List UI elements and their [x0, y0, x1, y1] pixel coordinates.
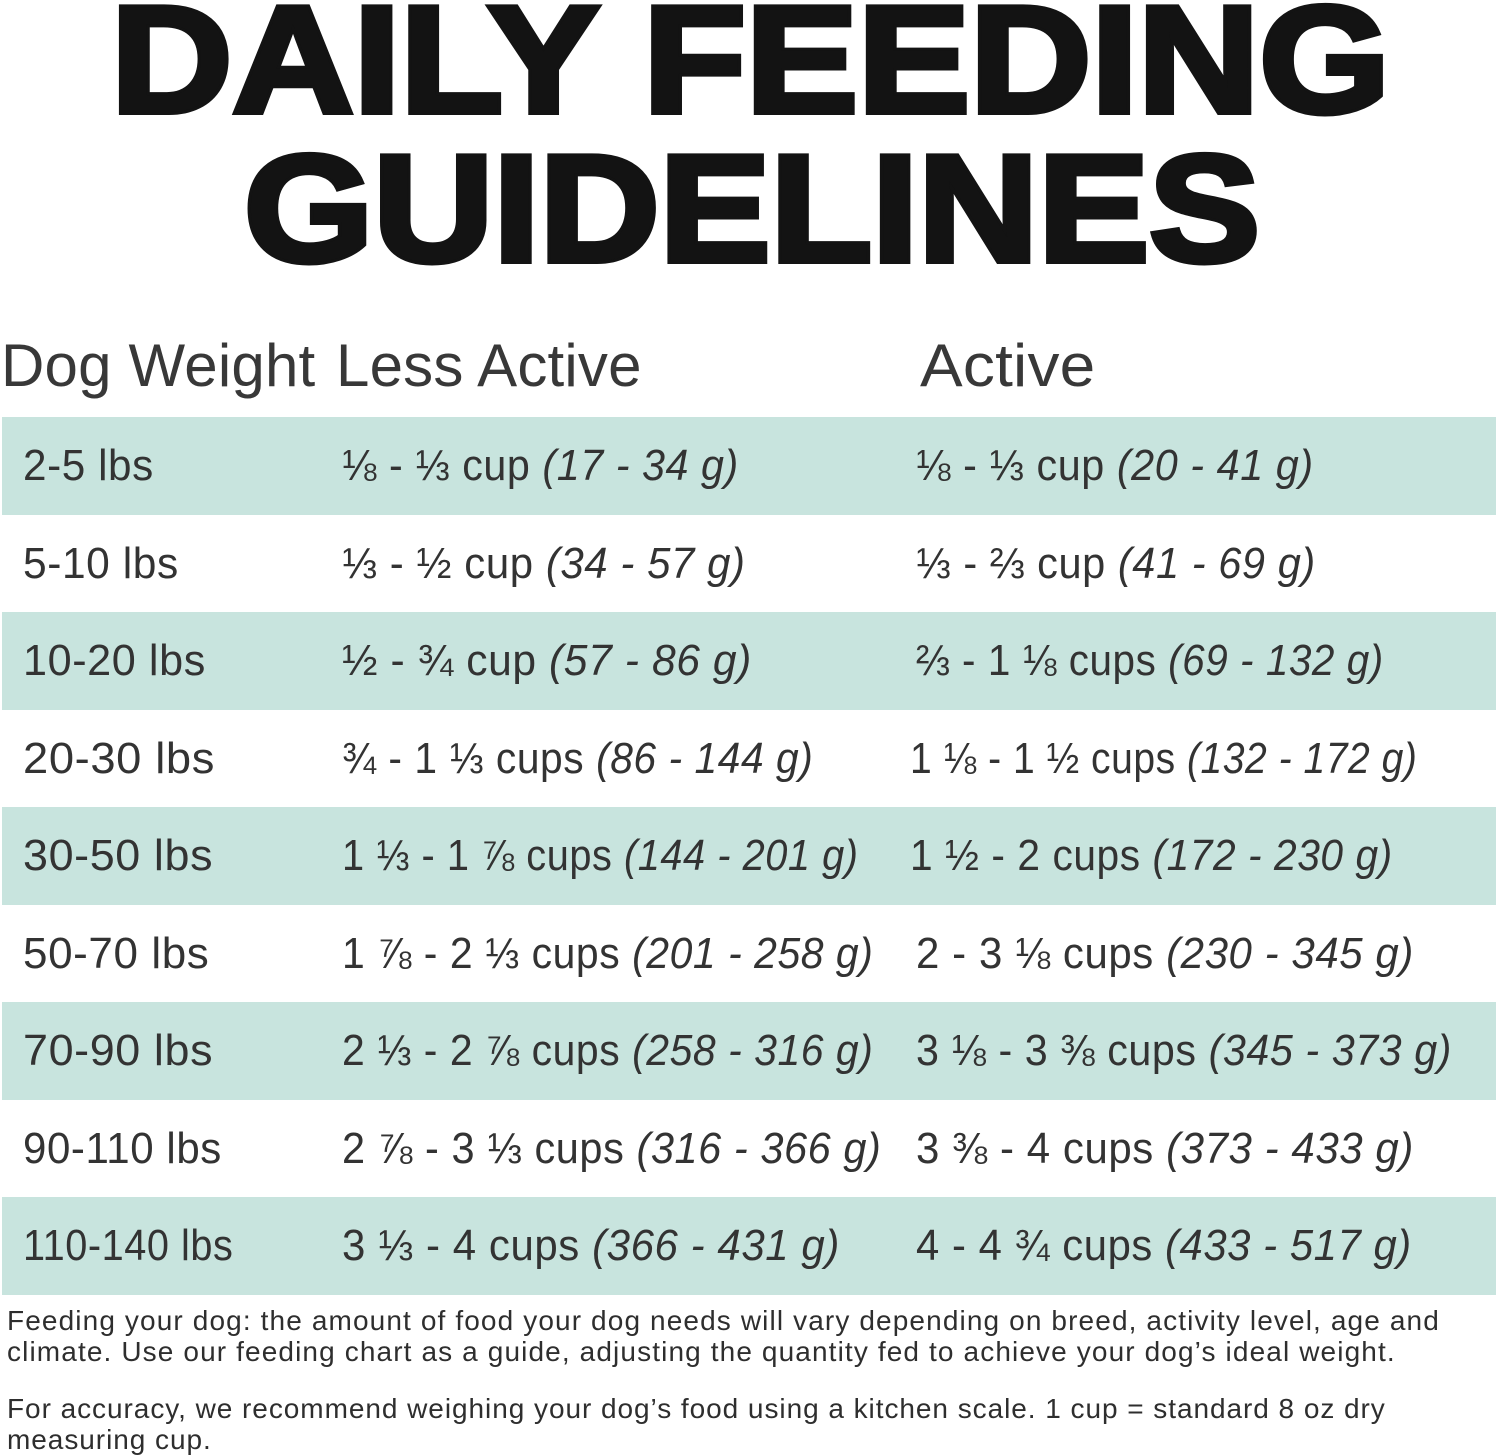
svg-text:GUIDELINES: GUIDELINES — [244, 124, 1260, 294]
svg-text:DAILY FEEDING: DAILY FEEDING — [111, 0, 1390, 145]
